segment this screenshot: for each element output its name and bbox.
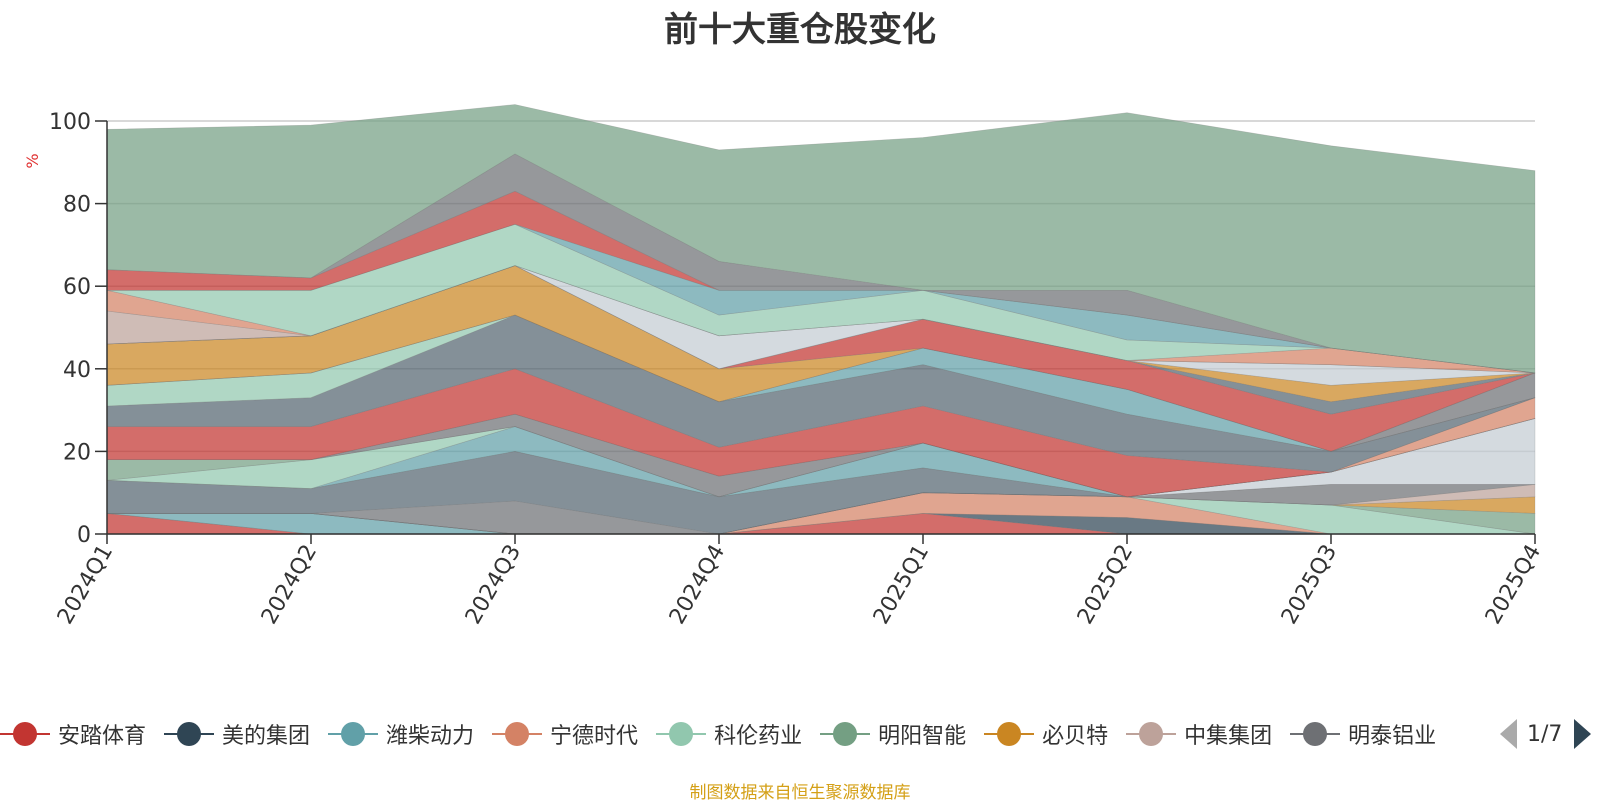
x-tick-label: 2024Q2 — [257, 541, 322, 629]
legend-label: 安踏体育 — [58, 724, 147, 749]
y-tick-label: 80 — [63, 193, 91, 218]
legend-item[interactable]: 潍柴动力 — [328, 718, 474, 750]
y-axis-label: % — [23, 153, 42, 168]
x-tick-label: 2025Q3 — [1277, 541, 1342, 629]
legend: 安踏体育 美的集团 潍柴动力 宁德时代 科伦药业 明阳智能 必贝特 中集集团 明泰铝业 1/7 — [0, 714, 1600, 754]
source-note: 制图数据来自恒生聚源数据库 — [689, 783, 911, 803]
legend-label: 宁德时代 — [550, 724, 639, 749]
y-tick-label: 0 — [77, 523, 91, 548]
area-series — [106, 265, 1536, 374]
chart-title: 前十大重仓股变化 — [664, 10, 936, 50]
legend-item[interactable]: 安踏体育 — [0, 718, 146, 750]
legend-item[interactable]: 中集集团 — [1126, 718, 1272, 750]
legend-marker-icon — [984, 721, 1035, 747]
legend-item[interactable]: 美的集团 — [164, 718, 310, 750]
y-tick-label: 20 — [63, 440, 91, 465]
x-tick-label: 2025Q4 — [1481, 541, 1546, 629]
x-tick-label: 2024Q3 — [461, 541, 526, 629]
legend-label: 中集集团 — [1184, 724, 1273, 749]
triangle-left-icon[interactable] — [1500, 719, 1517, 749]
legend-item[interactable]: 明阳智能 — [820, 718, 966, 750]
area-series — [106, 104, 1536, 374]
legend-marker-icon — [1290, 721, 1341, 747]
y-tick-label: 40 — [63, 358, 91, 383]
legend-clip: 安踏体育 美的集团 潍柴动力 宁德时代 科伦药业 明阳智能 必贝特 中集集团 明泰铝业 — [0, 714, 1482, 754]
legend-marker-icon — [0, 721, 50, 747]
legend-marker-icon — [164, 721, 215, 747]
legend-row: 安踏体育 美的集团 潍柴动力 宁德时代 科伦药业 明阳智能 必贝特 中集集团 明泰铝业 — [0, 714, 1482, 754]
triangle-right-icon[interactable] — [1574, 719, 1592, 749]
legend-label: 潍柴动力 — [386, 724, 475, 749]
area-series — [106, 314, 1536, 452]
area-layer — [106, 104, 1536, 535]
legend-item[interactable]: 科伦药业 — [656, 718, 802, 750]
legend-label: 必贝特 — [1042, 724, 1109, 749]
legend-label: 美的集团 — [222, 724, 311, 749]
x-tick-label: 2024Q1 — [53, 541, 118, 629]
legend-item[interactable]: 宁德时代 — [492, 718, 638, 750]
legend-marker-icon — [1126, 721, 1177, 747]
legend-marker-icon — [656, 721, 707, 747]
legend-label: 明阳智能 — [878, 724, 967, 749]
legend-label: 明泰铝业 — [1348, 724, 1437, 749]
area-series — [106, 314, 1536, 473]
y-tick-label: 100 — [49, 110, 91, 135]
x-tick-label: 2024Q4 — [665, 541, 730, 629]
legend-item[interactable]: 必贝特 — [984, 718, 1108, 750]
legend-marker-icon — [820, 721, 871, 747]
legend-marker-icon — [328, 721, 379, 747]
legend-label: 科伦药业 — [714, 724, 803, 749]
legend-pager: 1/7 — [1500, 714, 1592, 754]
legend-marker-icon — [492, 721, 543, 747]
legend-page-indicator: 1/7 — [1527, 721, 1563, 747]
x-tick-label: 2025Q2 — [1073, 541, 1138, 629]
x-tick-label: 2025Q1 — [869, 541, 934, 629]
y-tick-label: 60 — [63, 275, 91, 300]
legend-item[interactable]: 明泰铝业 — [1290, 718, 1436, 750]
